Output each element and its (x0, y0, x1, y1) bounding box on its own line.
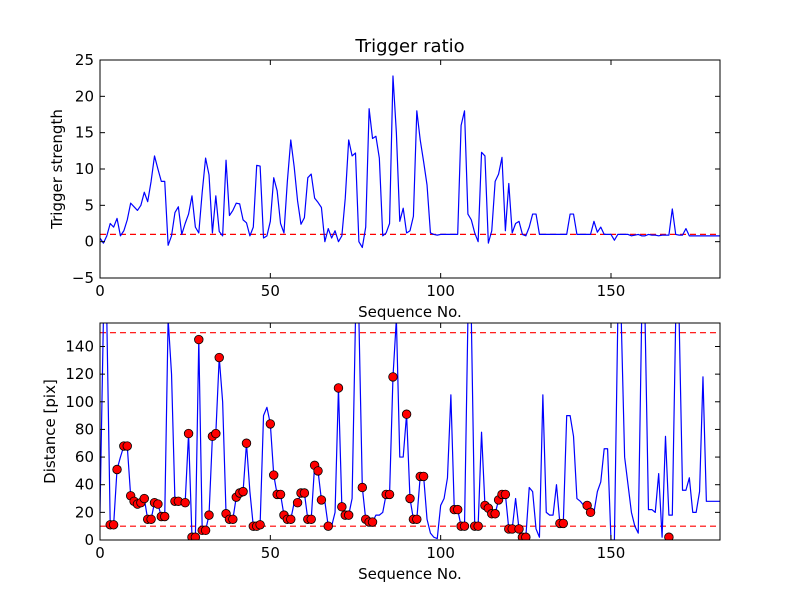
data-point-marker (299, 488, 310, 498)
y-axis-label: Distance [pix] (41, 379, 59, 484)
data-point-marker (139, 493, 149, 504)
x-tick-label: 100 (426, 544, 455, 562)
data-point-marker (160, 511, 170, 522)
x-tick-label: 50 (261, 544, 280, 562)
data-point-marker (452, 504, 463, 515)
data-point-marker (337, 502, 347, 512)
data-point-marker (514, 524, 524, 534)
y-tick-label: 10 (75, 160, 94, 178)
data-point-marker (292, 497, 303, 508)
x-axis-label: Sequence No. (358, 565, 462, 583)
y-tick-label: 120 (65, 365, 94, 383)
data-point-marker (313, 466, 323, 476)
data-point-marker (180, 497, 190, 508)
data-point-marker (459, 521, 470, 531)
data-point-marker (286, 514, 296, 524)
y-tick-label: 140 (65, 337, 94, 355)
y-tick-label: 20 (75, 503, 94, 521)
data-point-marker (255, 520, 265, 530)
data-point-marker (153, 499, 163, 509)
data-point-marker (664, 532, 674, 540)
data-point-marker (323, 521, 333, 531)
y-tick-label: 40 (75, 476, 94, 494)
distance-panel: 0 50 100 150 0 20 40 60 80 100 120 140 Sequence No. D… (41, 322, 721, 583)
data-point-marker (418, 471, 429, 482)
data-point-marker (367, 517, 378, 527)
data-point-marker (585, 507, 596, 518)
data-point-marker (412, 514, 422, 524)
plot-area (100, 75, 720, 249)
y-tick-label: 25 (75, 51, 94, 69)
y-tick-label: −5 (72, 269, 94, 287)
data-point-marker (316, 495, 327, 505)
data-point-marker (401, 409, 412, 419)
data-point-marker (357, 482, 368, 493)
data-point-marker (112, 464, 122, 475)
data-point-marker (211, 428, 221, 439)
y-tick-label: 15 (75, 124, 94, 142)
x-tick-label: 150 (597, 544, 626, 562)
data-point-marker (241, 438, 252, 448)
y-tick-label: 60 (75, 448, 94, 466)
data-point-marker (558, 518, 568, 529)
x-tick-label: 0 (95, 282, 105, 300)
data-point-marker (500, 489, 511, 500)
data-point-marker (490, 509, 500, 519)
data-point-marker (190, 532, 201, 540)
data-point-marker (238, 486, 248, 497)
plot-area (100, 323, 720, 540)
data-point-marker (306, 514, 316, 524)
data-point-marker (146, 514, 156, 524)
data-point-marker (269, 470, 279, 480)
data-point-marker (405, 493, 415, 504)
y-tick-label: 100 (65, 393, 94, 411)
x-tick-label: 100 (426, 282, 455, 300)
y-tick-label: 5 (84, 196, 94, 214)
y-tick-label: 0 (84, 531, 94, 549)
plot-frame (99, 322, 721, 541)
data-point-marker (333, 383, 344, 393)
data-point-marker (388, 372, 398, 382)
x-tick-label: 50 (261, 282, 280, 300)
series-line-0 (100, 75, 720, 249)
data-point-marker (384, 489, 395, 500)
data-point-marker (194, 334, 204, 345)
data-point-marker (275, 489, 286, 500)
data-point-marker (122, 441, 132, 451)
y-tick-label: 80 (75, 420, 94, 438)
x-tick-label: 150 (597, 282, 626, 300)
x-axis-label: Sequence No. (358, 303, 462, 321)
data-point-marker (108, 520, 119, 530)
y-tick-label: 20 (75, 87, 94, 105)
data-point-marker (265, 419, 276, 429)
data-point-marker (204, 510, 214, 520)
chart-title: Trigger ratio (354, 36, 464, 57)
data-point-marker (521, 532, 531, 540)
data-point-marker (228, 514, 238, 524)
data-point-marker (214, 352, 224, 363)
data-point-marker (343, 510, 354, 520)
x-tick-label: 0 (95, 544, 105, 562)
data-point-marker (473, 521, 483, 531)
y-tick-label: 0 (84, 233, 94, 251)
data-point-marker (183, 428, 194, 439)
y-axis-label: Trigger strength (48, 109, 66, 230)
data-point-marker (200, 525, 211, 536)
